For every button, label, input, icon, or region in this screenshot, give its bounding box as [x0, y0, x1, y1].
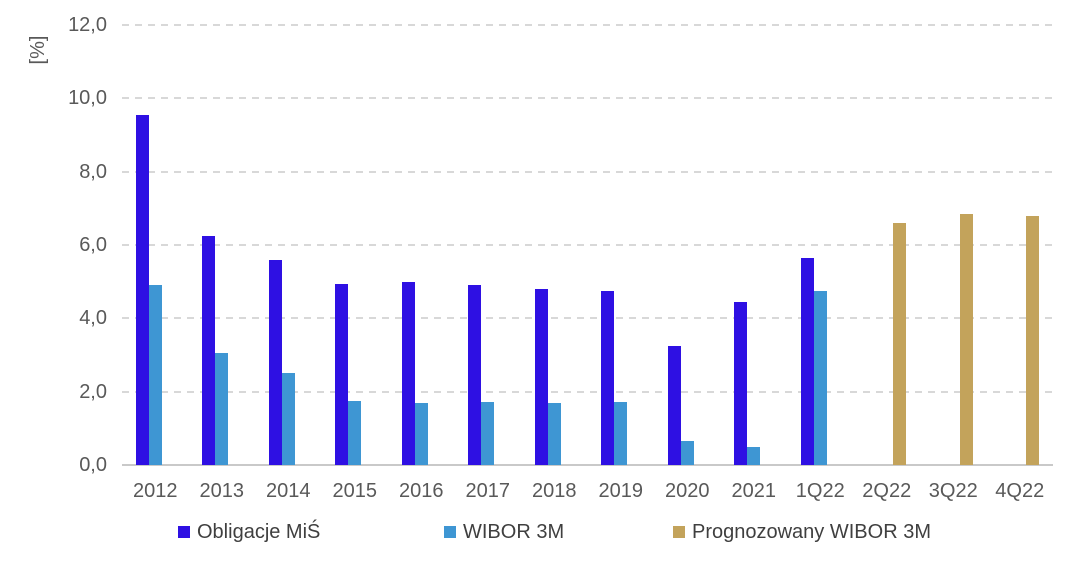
gridline [122, 24, 1053, 26]
y-tick-label: 0,0 [79, 454, 107, 476]
x-tick-label: 2Q22 [862, 480, 912, 502]
bar [202, 235, 216, 465]
bar [813, 290, 827, 465]
y-tick-label: 2,0 [79, 380, 107, 403]
gridline [122, 244, 1053, 246]
bar [614, 401, 628, 465]
y-tick-label: 8,0 [79, 160, 107, 183]
bar [215, 353, 229, 465]
bar [148, 285, 162, 465]
x-tick-label: 2020 [665, 480, 710, 502]
bar [468, 285, 482, 465]
legend-swatch-icon [444, 526, 456, 538]
bar [281, 373, 295, 465]
x-tick-label: 2012 [133, 480, 178, 502]
x-tick-label: 3Q22 [928, 480, 978, 502]
legend-swatch-icon [178, 526, 190, 538]
x-tick-label: 2017 [465, 480, 511, 502]
x-tick-label: 2015 [332, 480, 378, 502]
legend-label: WIBOR 3M [463, 520, 565, 543]
x-tick-label: 1Q22 [795, 480, 845, 502]
legend-item: Prognozowany WIBOR 3M [673, 520, 931, 544]
bar [959, 213, 973, 465]
legend-item: Obligacje MiŚ [178, 520, 320, 544]
bar [667, 345, 681, 465]
legend-item: WIBOR 3M [444, 520, 564, 544]
gridline [122, 97, 1053, 100]
y-tick-label: 4,0 [79, 307, 107, 330]
y-tick-label: 10,0 [68, 87, 107, 110]
legend-swatch-icon [673, 526, 685, 538]
bar [534, 289, 548, 465]
x-tick-label: 2019 [598, 480, 644, 502]
legend-label: Prognozowany WIBOR 3M [692, 520, 931, 543]
gridline [122, 170, 1053, 173]
y-tick-label: 6,0 [79, 234, 107, 256]
x-tick-label: 2013 [199, 480, 245, 502]
bar [414, 402, 428, 465]
gridline [122, 390, 1053, 393]
bar [734, 301, 748, 465]
bar [268, 259, 282, 465]
x-tick-label: 2021 [731, 480, 777, 502]
bar [135, 114, 149, 465]
bar [401, 281, 415, 465]
bar [547, 402, 561, 465]
gridline [122, 317, 1053, 320]
bar [481, 401, 495, 465]
bar [335, 283, 349, 465]
x-tick-label: 2014 [266, 480, 311, 502]
x-tick-label: 4Q22 [995, 480, 1045, 502]
bar [1026, 215, 1040, 465]
bar [747, 446, 761, 465]
plot-area [122, 24, 1053, 466]
y-tick-label: 12,0 [68, 14, 107, 36]
legend-label: Obligacje MiŚ [197, 520, 321, 543]
bar [680, 441, 694, 465]
bar [601, 290, 615, 465]
x-tick-label: 2018 [532, 480, 577, 502]
bar [348, 400, 362, 465]
x-axis-baseline [122, 464, 1053, 466]
bar [800, 257, 814, 465]
bar [893, 223, 907, 465]
x-tick-label: 2016 [399, 480, 444, 502]
